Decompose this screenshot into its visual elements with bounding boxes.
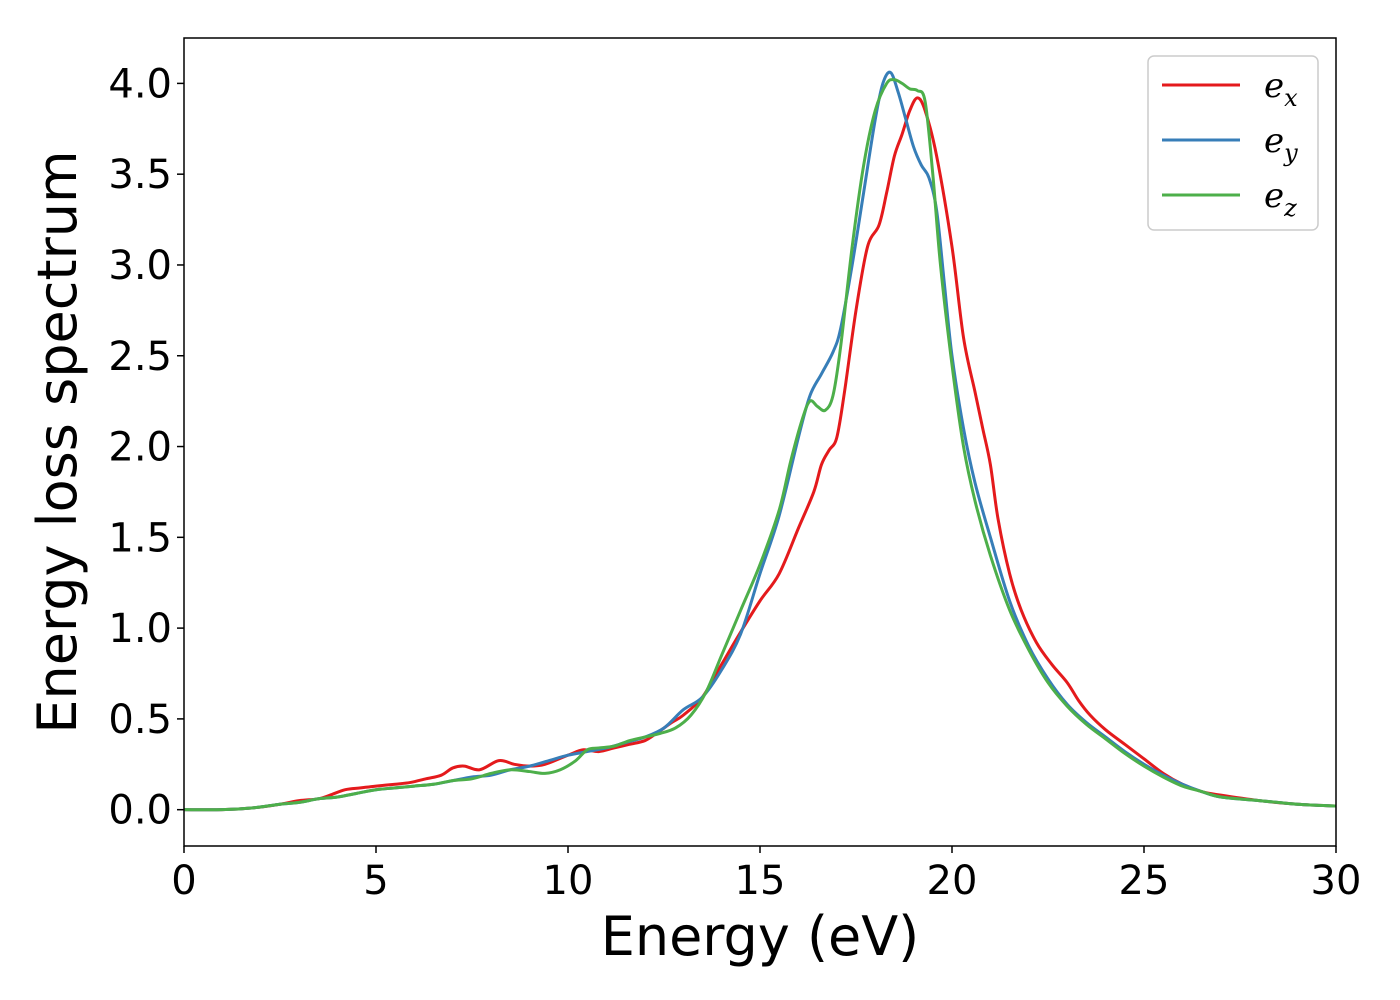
y-tick-label: 4.0 [108, 61, 172, 107]
y-tick-label: 3.5 [108, 152, 172, 198]
series-layer [183, 70, 1337, 812]
y-tick-label: 1.0 [108, 606, 172, 652]
x-axis: 0 5 10 15 20 25 30 [171, 846, 1361, 904]
legend: ex ey ez [1147, 55, 1319, 231]
series-line-e-x [183, 96, 1337, 812]
x-tick-label: 20 [927, 858, 978, 904]
y-tick-label: 3.0 [108, 243, 172, 289]
legend-label-e-x: ex [1264, 66, 1298, 112]
legend-box [1147, 55, 1319, 231]
x-tick-label: 15 [735, 858, 786, 904]
y-tick-label: 2.5 [108, 334, 172, 380]
x-tick-label: 30 [1311, 858, 1362, 904]
x-axis-title: Energy (eV) [601, 905, 920, 968]
legend-label-e-y: ey [1264, 121, 1298, 167]
y-tick-label: 1.5 [108, 515, 172, 561]
y-tick-label: 0.0 [108, 788, 172, 834]
x-tick-label: 25 [1119, 858, 1170, 904]
plot-background [184, 38, 1336, 846]
y-axis-title: Energy loss spectrum [26, 150, 89, 733]
y-axis: 0.0 0.5 1.0 1.5 2.0 2.5 3.0 3.5 4.0 [108, 61, 184, 834]
x-tick-label: 10 [543, 858, 594, 904]
legend-label-e-z: ez [1264, 176, 1297, 222]
x-tick-label: 0 [171, 858, 196, 904]
y-tick-label: 2.0 [108, 425, 172, 471]
y-tick-label: 0.5 [108, 697, 172, 743]
x-tick-label: 5 [363, 858, 388, 904]
series-line-e-z [183, 78, 1337, 812]
